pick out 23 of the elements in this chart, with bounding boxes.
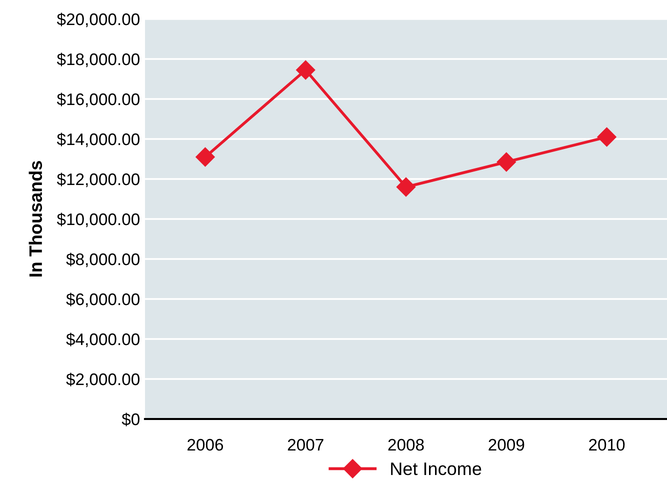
point (597, 127, 616, 147)
y-tick-label: $18,000.00 (56, 52, 140, 68)
x-tick-label: 2007 (288, 438, 324, 451)
y-tick-label: $14,000.00 (56, 132, 140, 148)
x-tick-label: 2008 (388, 438, 424, 451)
y-tick-label: $20,000.00 (56, 12, 140, 28)
y-tick-label: $0 (122, 412, 140, 426)
y-tick-label: $2,000.00 (66, 372, 140, 388)
y-tick-label: $12,000.00 (56, 172, 140, 188)
point (396, 177, 416, 197)
y-tick-label: $6,000.00 (66, 292, 140, 308)
y-tick-label: $10,000.00 (56, 212, 140, 228)
point (196, 147, 215, 167)
y-tick-label: $8,000.00 (66, 252, 140, 268)
x-tick-label: 2006 (188, 438, 224, 451)
y-tick-label: $4,000.00 (66, 332, 140, 348)
point (496, 152, 516, 172)
y-axis-title: In Thousands (28, 161, 42, 276)
point (296, 60, 316, 80)
y-tick-label: $16,000.00 (56, 92, 140, 108)
legend-label: Net Income (391, 462, 482, 476)
x-tick-label: 2010 (589, 438, 625, 451)
x-tick-label: 2009 (488, 438, 524, 451)
